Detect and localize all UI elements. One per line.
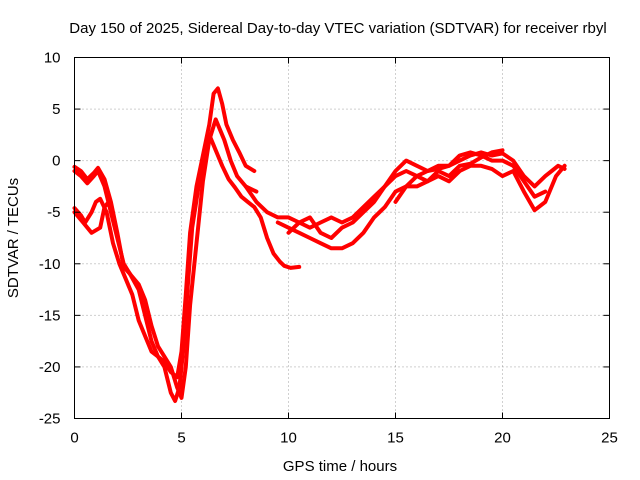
y-tick-label: -25 <box>39 411 61 428</box>
x-tick-label: 0 <box>70 430 78 447</box>
series-track-d <box>72 199 111 235</box>
series-track-h <box>393 148 505 204</box>
y-axis-title: SDTVAR / TECUs <box>5 178 22 298</box>
x-tick-label: 15 <box>387 430 404 447</box>
y-tick-label: 10 <box>44 50 61 67</box>
y-tick-label: 5 <box>52 101 60 118</box>
grid-layer <box>74 57 610 419</box>
series-track-b <box>72 86 257 380</box>
y-tick-label: -10 <box>39 256 61 273</box>
series-track-f <box>275 163 567 251</box>
chart-title: Day 150 of 2025, Sidereal Day-to-day VTE… <box>69 20 606 37</box>
y-tick-label: -20 <box>39 359 61 376</box>
series-track-c <box>72 117 259 400</box>
x-tick-label: 25 <box>601 430 618 447</box>
y-tick-label: 0 <box>52 153 60 170</box>
plot-frame <box>74 57 610 419</box>
x-tick-label: 20 <box>494 430 511 447</box>
x-axis-title: GPS time / hours <box>283 458 397 475</box>
x-tick-label: 5 <box>177 430 185 447</box>
y-tick-label: -5 <box>47 204 60 221</box>
x-tick-label: 10 <box>280 430 297 447</box>
label-layer: 0 5 10 15 20 25 -25 -20 -15 -10 -5 0 5 10 <box>39 50 618 447</box>
tick-layer <box>74 57 610 419</box>
y-tick-label: -15 <box>39 307 61 324</box>
series-layer <box>72 86 567 403</box>
series-track-g <box>286 150 548 240</box>
